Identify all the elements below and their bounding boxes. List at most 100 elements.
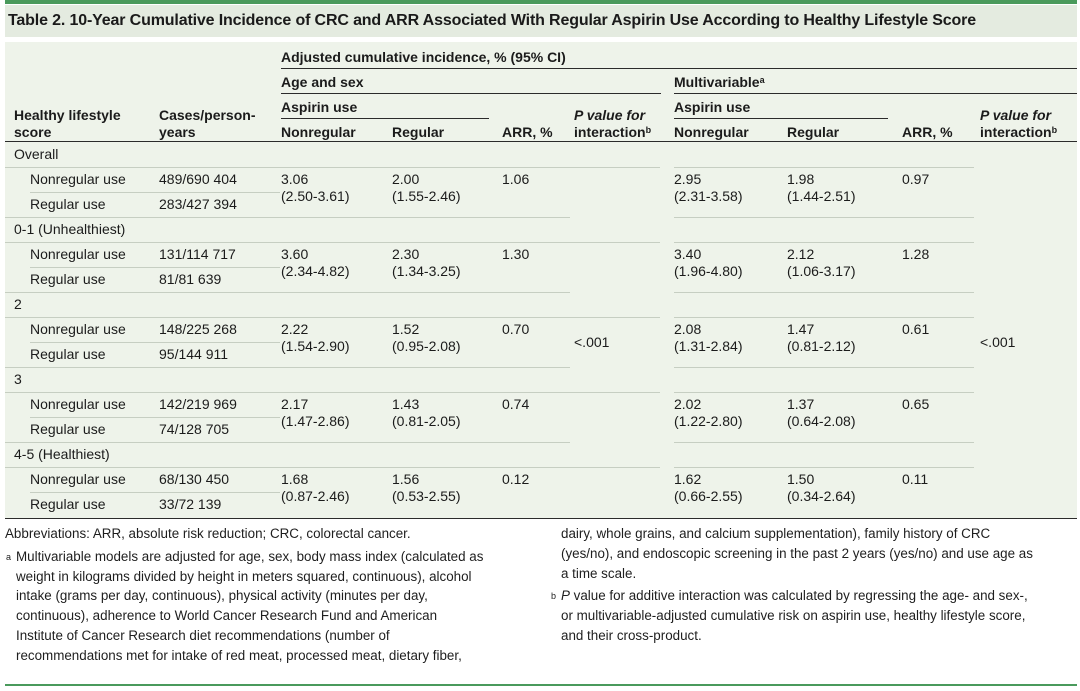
row-divider <box>30 492 280 493</box>
cases-cell: 95/144 911 <box>159 346 229 362</box>
footnote-a: a Multivariable models are adjusted for … <box>5 547 545 666</box>
multivariable-nonregular-ci: (0.66-2.55) <box>674 488 743 504</box>
age-sex-nonregular-ci: (1.47-2.86) <box>281 413 350 429</box>
age-sex-nonregular-ci: (0.87-2.46) <box>281 488 350 504</box>
group-divider <box>674 217 974 218</box>
header-lifestyle-line1: Healthy lifestyle <box>14 107 121 123</box>
cases-cell: 148/225 268 <box>159 321 237 337</box>
row-label: Nonregular use <box>30 396 126 412</box>
age-sex-regular-estimate: 1.43 <box>392 396 420 412</box>
footnote-line: recommendations met for intake of red me… <box>16 647 462 663</box>
age-sex-nonregular-estimate: 2.22 <box>281 321 309 337</box>
multivariable-regular-ci: (1.06-3.17) <box>787 263 856 279</box>
row-label: Nonregular use <box>30 171 126 187</box>
row-divider <box>30 192 280 193</box>
group-label: 2 <box>14 296 22 312</box>
row-label: Regular use <box>30 421 106 437</box>
multivariable-regular-ci: (0.34-2.64) <box>787 488 856 504</box>
multivariable-arr: 0.65 <box>902 396 930 412</box>
cases-cell: 68/130 450 <box>159 471 230 487</box>
row-label: Regular use <box>30 346 106 362</box>
group-divider <box>674 367 974 368</box>
footnote-line: continuous), adherence to World Cancer R… <box>16 608 438 624</box>
row-divider <box>30 417 280 418</box>
group-label: 0-1 (Unhealthiest) <box>14 221 126 237</box>
group-divider <box>5 292 570 293</box>
multivariable-nonregular-estimate: 1.62 <box>674 471 702 487</box>
footnote-line: (yes/no), and endoscopic screening in th… <box>561 545 1033 561</box>
header-interaction-1: interactionb <box>574 124 651 140</box>
footnote-line: intake (grams per day, continuous), phys… <box>16 588 428 604</box>
group-label: 3 <box>14 371 22 387</box>
age-sex-arr: 0.70 <box>502 321 530 337</box>
age-sex-nonregular-ci: (1.54-2.90) <box>281 338 350 354</box>
group-divider <box>674 442 974 443</box>
age-sex-nonregular-estimate: 3.06 <box>281 171 309 187</box>
footnote-line: dairy, whole grains, and calcium supplem… <box>561 526 991 541</box>
age-sex-rule <box>281 93 661 94</box>
header-bottom-rule <box>5 141 1077 142</box>
age-sex-arr: 0.74 <box>502 396 530 412</box>
multivariable-regular-estimate: 2.12 <box>787 246 815 262</box>
footnote-line: Institute of Cancer Research diet recomm… <box>16 627 390 643</box>
data-table: Adjusted cumulative incidence, % (95% CI… <box>5 42 1077 519</box>
age-sex-arr: 1.06 <box>502 171 530 187</box>
footnote-a-marker: a <box>759 75 765 85</box>
age-sex-nonregular-estimate: 2.17 <box>281 396 309 412</box>
p-italic: P value for <box>574 107 646 123</box>
aspirin-rule-2 <box>674 118 888 119</box>
row-divider <box>5 317 660 318</box>
cases-cell: 283/427 394 <box>159 196 237 212</box>
footnote-a-marker: a <box>6 551 12 562</box>
age-sex-regular-ci: (1.55-2.46) <box>392 188 461 204</box>
cases-cell: 81/81 639 <box>159 271 222 287</box>
header-arr-2: ARR, % <box>902 124 953 140</box>
cases-cell: 131/114 717 <box>159 246 236 262</box>
footnote-b: b P value for additive interaction was c… <box>551 586 1067 645</box>
row-divider <box>5 467 660 468</box>
multivariable-label: Multivariable <box>674 74 760 90</box>
age-sex-regular-ci: (0.53-2.55) <box>392 488 461 504</box>
table-bottom-rule <box>5 518 1077 519</box>
header-pvalue-1: P value for <box>574 107 645 123</box>
top-accent-rule <box>5 0 1077 4</box>
header-regular-2: Regular <box>787 124 840 140</box>
multivariable-rule <box>674 93 1077 94</box>
row-divider <box>30 342 280 343</box>
footnote-b-marker: b <box>645 125 652 135</box>
row-label: Nonregular use <box>30 321 126 337</box>
footnote-a-continued: dairy, whole grains, and calcium supplem… <box>561 524 1077 583</box>
age-sex-regular-ci: (0.95-2.08) <box>392 338 461 354</box>
age-sex-regular-estimate: 1.56 <box>392 471 420 487</box>
age-sex-regular-estimate: 1.52 <box>392 321 420 337</box>
multivariable-regular-ci: (1.44-2.51) <box>787 188 856 204</box>
p-interaction-age-sex: <.001 <box>574 334 610 350</box>
footnote-b-marker: b <box>1051 125 1058 135</box>
footnote-line: or multivariable-adjusted cumulative ris… <box>561 608 1026 624</box>
multivariable-nonregular-estimate: 3.40 <box>674 246 702 262</box>
age-sex-arr: 1.30 <box>502 246 530 262</box>
row-label: Regular use <box>30 496 106 512</box>
group-divider <box>5 367 570 368</box>
footnote-line: a time scale. <box>561 565 637 581</box>
header-interaction-2: interactionb <box>980 124 1057 140</box>
header-aspirin-use-1: Aspirin use <box>281 99 358 115</box>
p-italic: P <box>561 588 570 604</box>
header-arr-1: ARR, % <box>502 124 553 140</box>
footnotes-right: dairy, whole grains, and calcium supplem… <box>551 524 1077 646</box>
header-multivariable: Multivariablea <box>674 74 765 90</box>
group-label: 4-5 (Healthiest) <box>14 446 110 462</box>
multivariable-regular-estimate: 1.47 <box>787 321 815 337</box>
age-sex-regular-ci: (0.81-2.05) <box>392 413 461 429</box>
group-label: Overall <box>14 146 59 162</box>
row-divider <box>674 242 974 243</box>
row-divider <box>30 267 280 268</box>
footnote-b-text: P value for additive interaction was cal… <box>551 586 1067 645</box>
footnote-b-line: P value for additive interaction was cal… <box>561 586 1067 606</box>
header-age-sex: Age and sex <box>281 74 364 90</box>
footnote-a-text: Multivariable models are adjusted for ag… <box>5 547 545 666</box>
header-pvalue-2: P value for <box>980 107 1051 123</box>
p-interaction-multivariable: <.001 <box>980 334 1016 350</box>
age-sex-nonregular-estimate: 1.68 <box>281 471 309 487</box>
header-nonregular-1: Nonregular <box>281 124 356 140</box>
